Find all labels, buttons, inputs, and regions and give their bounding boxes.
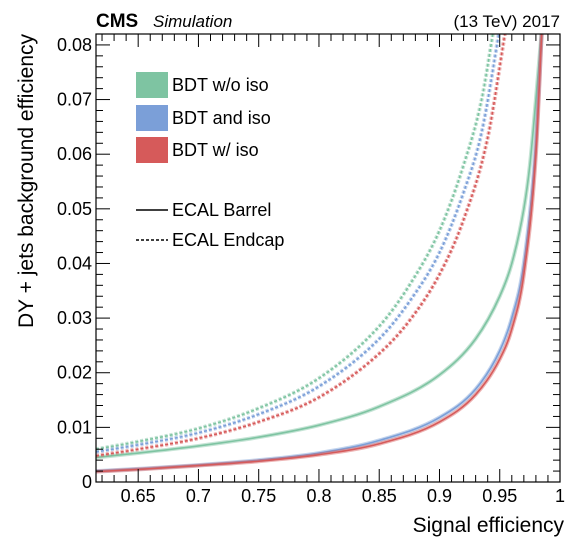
y-tick-label: 0.01 (57, 417, 92, 437)
y-axis-ticks: 0 0.01 0.02 0.03 0.04 0.05 0.06 0.07 0.08 (57, 33, 560, 492)
x-tick-label: 0.95 (482, 486, 517, 506)
x-tick-label: 0.65 (121, 486, 156, 506)
legend-label: ECAL Endcap (172, 230, 284, 250)
y-tick-label: 0.06 (57, 144, 92, 164)
legend: BDT w/o iso BDT and iso BDT w/ iso ECAL Bar… (136, 72, 284, 250)
legend-swatch (136, 137, 168, 163)
legend-label: BDT and iso (172, 108, 271, 128)
y-tick-label: 0.05 (57, 199, 92, 219)
x-tick-label: 0.8 (306, 486, 331, 506)
experiment-label: CMS (96, 11, 138, 32)
legend-label: BDT w/o iso (172, 75, 269, 95)
legend-swatch (136, 105, 168, 131)
simulation-label: Simulation (153, 12, 232, 31)
y-tick-label: 0.08 (57, 35, 92, 55)
series-line-2 (96, 34, 543, 473)
y-tick-label: 0 (82, 472, 92, 492)
x-tick-label: 0.75 (241, 486, 276, 506)
y-axis-title: DY + jets background efficiency (15, 34, 38, 328)
series-line-0 (96, 34, 543, 459)
x-tick-label: 0.9 (427, 486, 452, 506)
x-tick-label: 0.7 (186, 486, 211, 506)
series-line-3 (96, 34, 494, 451)
y-tick-label: 0.07 (57, 90, 92, 110)
legend-swatch (136, 72, 168, 98)
y-tick-label: 0.02 (57, 363, 92, 383)
plot-frame (95, 33, 561, 483)
curves-layer (96, 34, 544, 474)
x-tick-label: 1 (555, 486, 565, 506)
series-line-4 (96, 34, 500, 453)
y-tick-label: 0.04 (57, 253, 92, 273)
x-axis-title: Signal efficiency (413, 514, 565, 537)
y-tick-label: 0.03 (57, 308, 92, 328)
legend-label: BDT w/ iso (172, 140, 259, 160)
x-tick-label: 0.85 (362, 486, 397, 506)
legend-label: ECAL Barrel (172, 200, 271, 220)
x-axis-ticks: 0.65 0.7 0.75 0.8 0.85 0.9 0.95 1 (101, 34, 565, 506)
energy-year-label: (13 TeV) 2017 (454, 12, 560, 31)
